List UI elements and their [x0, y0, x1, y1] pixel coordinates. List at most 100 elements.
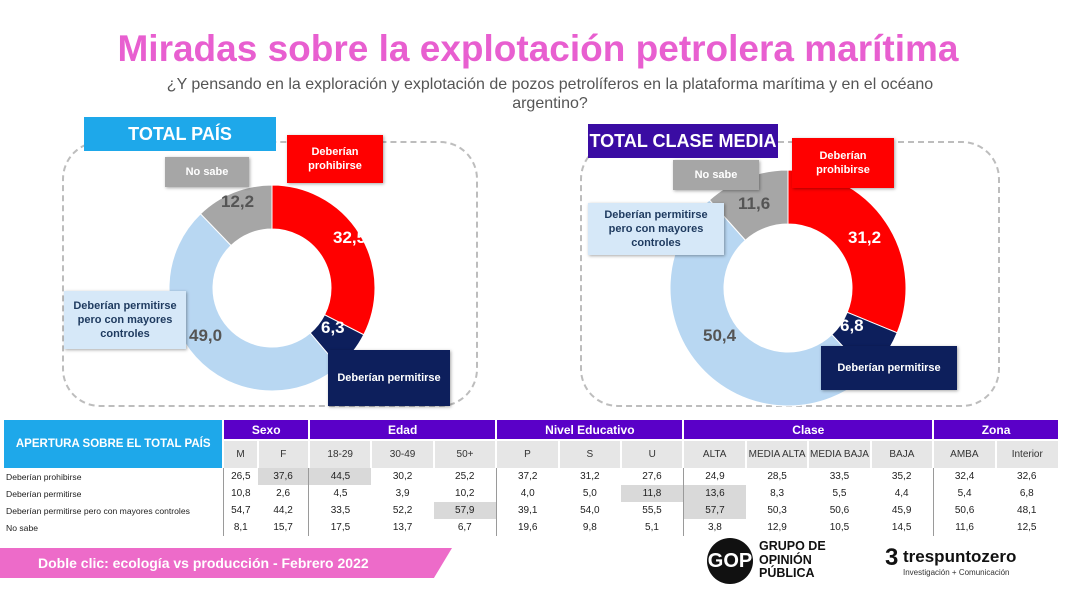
value-prohibirse-media: 31,2 [848, 228, 882, 247]
donut-charts [168, 169, 907, 407]
table-cell: 55,5 [642, 505, 662, 516]
table-cell: 5,1 [645, 522, 659, 533]
column-header: 18-29 [307, 439, 372, 468]
value-prohibirse-pais: 32,5 [333, 228, 367, 247]
table-cell: 5,5 [832, 488, 847, 499]
table-cell: 44,5 [308, 468, 372, 485]
gop-name: GRUPO DE OPINIÓN PÚBLICA [759, 539, 826, 580]
table-cell: 11,6 [932, 519, 996, 536]
gop-mark: GOP [707, 538, 753, 584]
apertura-table: APERTURA SOBRE EL TOTAL PAÍS Sexo Edad N… [4, 420, 1058, 536]
slice-prohibirse [271, 184, 376, 336]
group-header: Clase [682, 420, 934, 440]
footer-banner: Doble clic: ecología vs producción - Feb… [0, 548, 452, 578]
table-row: No sabe 8,1 15,7 17,5 13,7 6,7 19,6 9,8 5,1 3,8 12… [4, 519, 1058, 536]
table-cell: 14,5 [891, 522, 912, 533]
table-cell: 31,2 [580, 471, 600, 482]
table-cell: 4,5 [308, 485, 372, 502]
table-cell: 12,9 [767, 522, 787, 533]
table-cell: 8,3 [770, 488, 785, 499]
table-row: Deberían permitirse pero con mayores con… [4, 502, 1058, 519]
table-cell: 10,2 [455, 488, 475, 499]
table-cell: 15,7 [273, 522, 293, 533]
table-cell: 52,2 [392, 505, 413, 516]
group-header: Edad [307, 420, 497, 440]
callout-permitirse-media: Deberían permitirse [821, 346, 957, 390]
value-permitirse-media: 6,8 [840, 316, 864, 335]
trespuntozero-mark: 3 [885, 544, 899, 571]
table-cell: 37,6 [257, 468, 309, 485]
row-label: Deberían permitirse pero con mayores con… [6, 505, 190, 516]
callout-no-sabe-media: No sabe [673, 160, 759, 190]
table-cell: 4,0 [495, 485, 559, 502]
table-cell: 6,8 [1019, 488, 1034, 499]
table-cell: 25,2 [455, 471, 475, 482]
table-cell: 50,3 [767, 505, 787, 516]
row-label: Deberían prohibirse [6, 471, 82, 482]
table-cell: 24,9 [682, 468, 746, 485]
column-header: F [256, 439, 309, 468]
table-cell: 44,2 [273, 505, 293, 516]
column-header: BAJA [869, 439, 934, 468]
value-no-sabe-media: 11,6 [738, 194, 771, 213]
table-cell: 35,2 [891, 471, 912, 482]
gop-logo: GOP GRUPO DE OPINIÓN PÚBLICA [707, 538, 867, 584]
table-cell: 57,9 [433, 502, 497, 519]
table-cell: 19,6 [495, 519, 559, 536]
table-row: Deberían permitirse 10,8 2,6 4,5 3,9 10,2 4,0 5… [4, 485, 1058, 502]
table-cell: 54,7 [222, 502, 258, 519]
table-cell: 11,8 [621, 485, 684, 502]
callout-controles-pais: Deberían permitirse pero con mayores con… [64, 291, 186, 349]
donut-total-pais [168, 184, 376, 392]
table-cell: 50,6 [932, 502, 996, 519]
page-title: Miradas sobre la explotación petrolera m… [117, 28, 959, 69]
table-cell: 48,1 [1017, 505, 1037, 516]
table-cell: 6,7 [457, 522, 472, 533]
table-cell: 54,0 [580, 505, 600, 516]
row-label: Deberían permitirse [6, 488, 82, 499]
column-header: 50+ [432, 439, 497, 468]
callout-permitirse-pais: Deberían permitirse [328, 350, 450, 406]
trespuntozero-name: trespuntozero [903, 547, 1017, 566]
total-pais-tag: TOTAL PAÍS [84, 117, 276, 151]
value-permitirse-pais: 6,3 [321, 318, 345, 337]
page-subtitle: ¿Y pensando en la exploración y explotac… [166, 76, 934, 112]
table-cell: 10,8 [222, 485, 258, 502]
column-header: MEDIA ALTA [744, 439, 809, 468]
table-cell: 3,8 [682, 519, 746, 536]
clase-media-tag: TOTAL CLASE MEDIA [588, 124, 778, 158]
value-controles-media: 50,4 [703, 326, 737, 345]
table-cell: 27,6 [642, 471, 662, 482]
column-header: M [222, 439, 258, 468]
table-cell: 32,4 [932, 468, 996, 485]
table-cell: 3,9 [395, 488, 410, 499]
column-header: S [557, 439, 622, 468]
column-header: P [495, 439, 559, 468]
slice-prohibirse [787, 169, 907, 334]
table-cell: 57,7 [682, 502, 746, 519]
column-header: AMBA [932, 439, 996, 468]
slice-no-sabe [199, 184, 273, 247]
table-cell: 5,0 [582, 488, 597, 499]
group-header: Sexo [222, 420, 309, 440]
table-cell: 4,4 [894, 488, 909, 499]
column-header: Interior [994, 439, 1058, 468]
column-header: 30-49 [370, 439, 434, 468]
table-cell: 39,1 [495, 502, 559, 519]
table-cell: 9,8 [582, 522, 597, 533]
table-header: APERTURA SOBRE EL TOTAL PAÍS [4, 420, 224, 468]
slice-controles [168, 213, 340, 392]
value-controles-pais: 49,0 [189, 326, 223, 345]
table-cell: 33,5 [829, 471, 850, 482]
table-cell: 28,5 [767, 471, 787, 482]
column-header: MEDIA BAJA [807, 439, 871, 468]
table-cell: 37,2 [495, 468, 559, 485]
callout-prohibirse-media: Deberían prohibirse [792, 138, 894, 188]
group-header: Nivel Educativo [495, 420, 684, 440]
table-cell: 50,6 [829, 505, 850, 516]
table-cell: 30,2 [392, 471, 413, 482]
callout-controles-media: Deberían permitirse pero con mayores con… [588, 203, 724, 255]
column-header: ALTA [682, 439, 746, 468]
table-cell: 33,5 [308, 502, 372, 519]
table-cell: 26,5 [222, 468, 258, 485]
